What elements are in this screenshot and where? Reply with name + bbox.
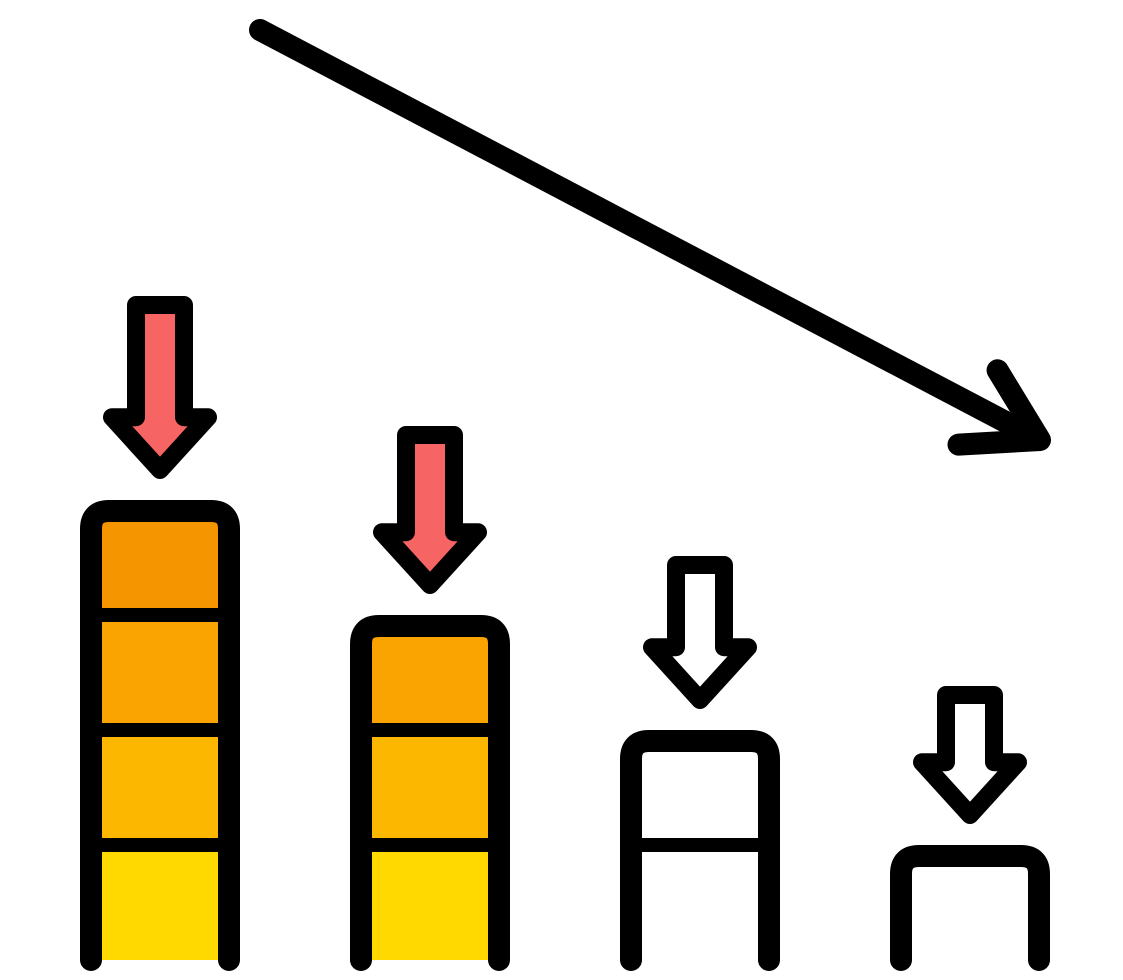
bar-3 (631, 741, 769, 960)
declining-bar-chart (0, 0, 1123, 980)
bar-4 (901, 856, 1039, 960)
bar-2 (361, 626, 499, 960)
bar-1 (91, 511, 229, 960)
